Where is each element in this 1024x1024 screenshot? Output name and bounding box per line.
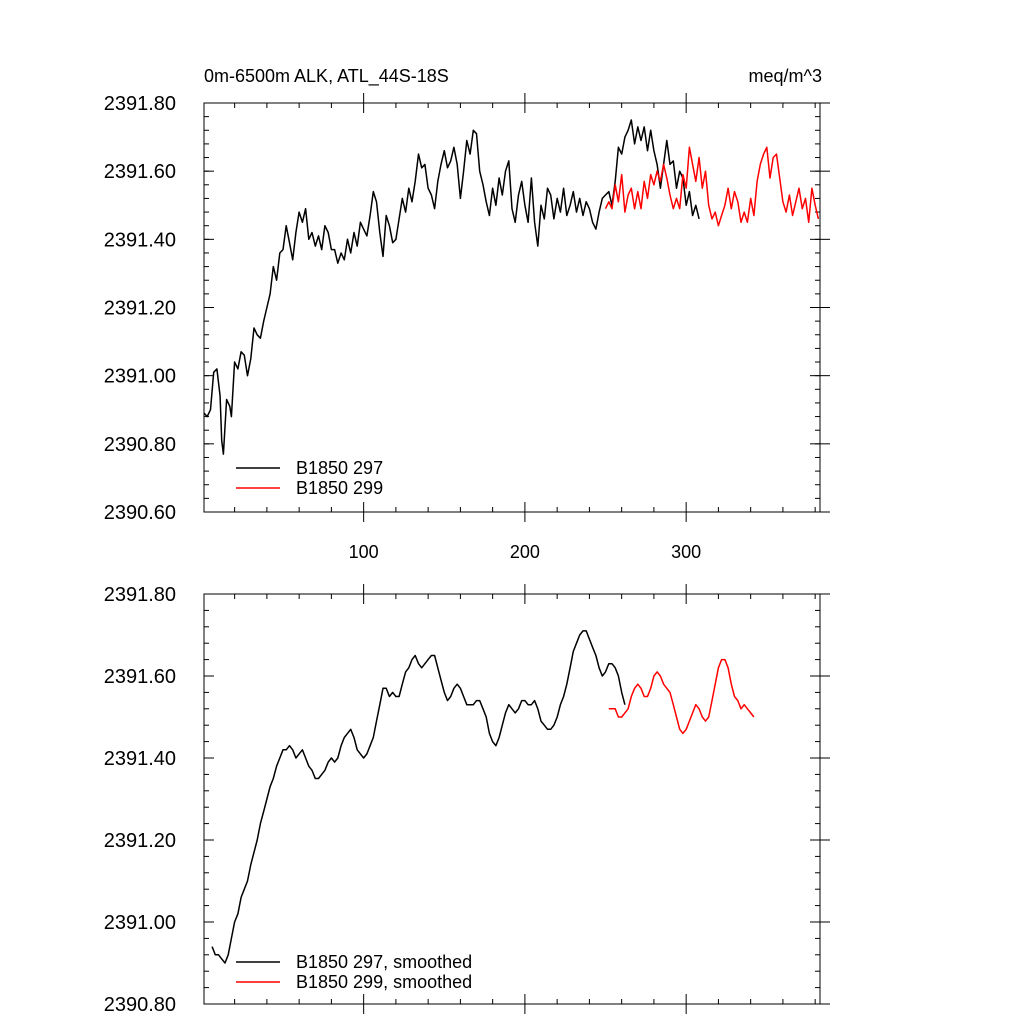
bottom-panel: 2390.80 2391.00 2391.20 2391.40 2391.60 2391.…: [104, 584, 830, 1016]
y-tick-label: 2390.60: [104, 502, 176, 524]
series-line-2: [604, 146, 820, 227]
series-line-1: [211, 630, 626, 964]
plot-frame: [203, 102, 821, 513]
y-tick-label: 2391.80: [104, 93, 176, 115]
chart-title: 0m-6500m ALK, ATL_44S-18S: [204, 66, 449, 87]
legend-label: B1850 297, smoothed: [296, 952, 472, 972]
series-line-2: [608, 658, 755, 735]
y-tick-label: 2391.00: [104, 912, 176, 934]
y-tick-label: 2390.80: [104, 994, 176, 1016]
top-panel: 100 200 300 2390.60 2390.80 2391.00 2391.20 239…: [104, 93, 830, 562]
y-tick-label: 2391.20: [104, 298, 176, 320]
y-tick-label: 2391.20: [104, 830, 176, 852]
y-tick-label: 2391.00: [104, 366, 176, 388]
legend-label: B1850 297: [296, 458, 383, 478]
y-tick-label: 2391.60: [104, 161, 176, 183]
series-line-1: [204, 119, 700, 455]
y-tick-label: 2391.80: [104, 584, 176, 606]
x-tick-label: 200: [510, 542, 540, 562]
x-tick-label: 300: [671, 542, 701, 562]
y-tick-label: 2390.80: [104, 434, 176, 456]
y-tick-label: 2391.40: [104, 748, 176, 770]
plot-frame: [203, 593, 821, 1005]
y-tick-label: 2391.40: [104, 229, 176, 251]
x-tick-label: 100: [349, 542, 379, 562]
y-tick-label: 2391.60: [104, 666, 176, 688]
units-label: meq/m^3: [749, 66, 822, 86]
legend-label: B1850 299, smoothed: [296, 972, 472, 992]
legend-label: B1850 299: [296, 478, 383, 498]
